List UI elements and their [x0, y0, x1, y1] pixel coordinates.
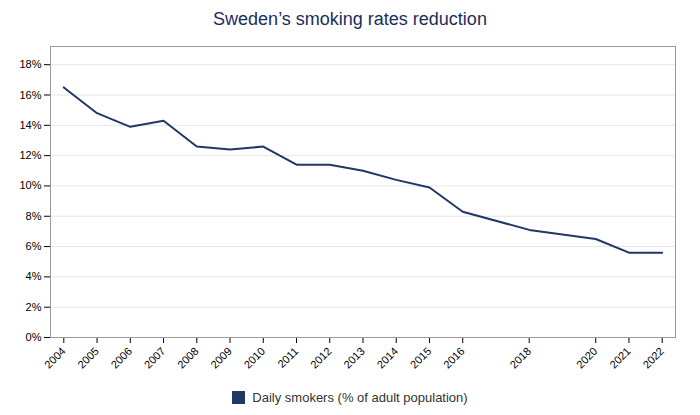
html-text:Daily smokers (% of adult popu: Daily smokers (% of adult population) — [252, 389, 468, 405]
svg-text:2%: 2% — [26, 301, 42, 313]
svg-text:2015: 2015 — [408, 345, 434, 371]
svg-text:2009: 2009 — [208, 345, 234, 371]
svg-text:2007: 2007 — [142, 345, 168, 371]
svg-text:2010: 2010 — [241, 345, 267, 371]
svg-text:2005: 2005 — [75, 345, 101, 371]
svg-text:2012: 2012 — [308, 345, 334, 371]
svg-text:2014: 2014 — [374, 345, 400, 371]
svg-text:2018: 2018 — [507, 345, 533, 371]
svg-text:2021: 2021 — [607, 345, 633, 371]
svg-text:2006: 2006 — [108, 345, 134, 371]
svg-text:0%: 0% — [26, 331, 42, 343]
svg-text:6%: 6% — [26, 240, 42, 252]
svg-text:16%: 16% — [19, 89, 41, 101]
svg-text:8%: 8% — [26, 210, 42, 222]
svg-text:2022: 2022 — [640, 345, 666, 371]
svg-text:2008: 2008 — [175, 345, 201, 371]
svg-text:4%: 4% — [26, 270, 42, 282]
svg-text:2020: 2020 — [574, 345, 600, 371]
svg-text:2016: 2016 — [441, 345, 467, 371]
svg-text:18%: 18% — [19, 58, 41, 70]
svg-text:12%: 12% — [19, 149, 41, 161]
svg-text:14%: 14% — [19, 119, 41, 131]
svg-text:10%: 10% — [19, 179, 41, 191]
svg-text:2013: 2013 — [341, 345, 367, 371]
svg-text:2004: 2004 — [42, 345, 68, 371]
svg-text:2011: 2011 — [275, 345, 300, 370]
html-text:Sweden’s smoking rates reducti: Sweden’s smoking rates reduction — [213, 9, 487, 29]
